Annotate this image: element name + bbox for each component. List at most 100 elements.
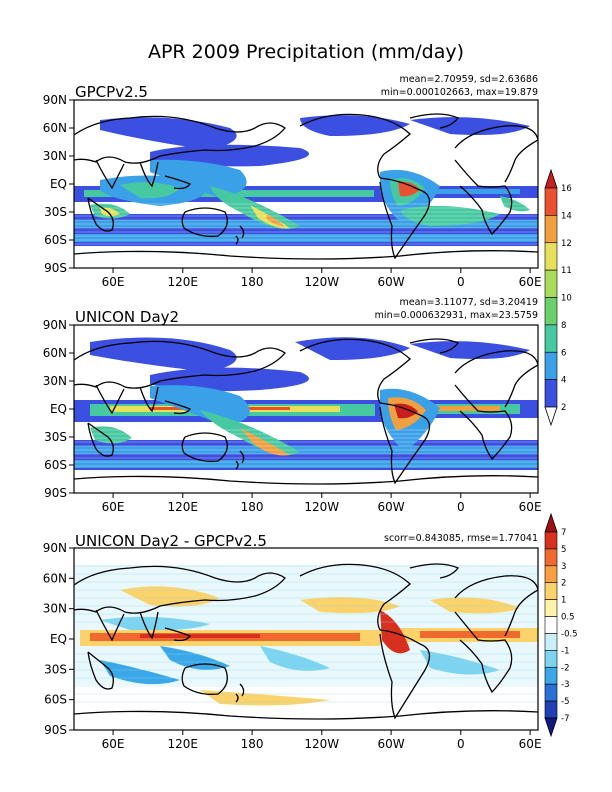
lat-label: 60S	[44, 693, 67, 707]
colorbar-label: -3	[561, 680, 569, 690]
lon-label: 120W	[304, 275, 339, 289]
lat-label: 30S	[44, 662, 67, 676]
coastlines	[74, 563, 538, 720]
colorbar-swatch	[544, 599, 558, 617]
latitude-striping	[74, 203, 538, 245]
colorbar-label: 3	[561, 562, 566, 572]
lat-label: 60S	[44, 233, 67, 247]
colorbar-swatch	[544, 269, 558, 298]
lon-label: 120W	[304, 500, 339, 514]
colorbar-label: -0.5	[561, 629, 578, 639]
colorbar-swatch	[544, 187, 558, 216]
lat-label: 60N	[43, 346, 67, 360]
lon-label: 0	[457, 275, 465, 289]
lon-label: 0	[457, 500, 465, 514]
colorbar-swatch	[544, 324, 558, 353]
lat-label: EQ	[50, 632, 67, 646]
lon-label: 60E	[519, 737, 542, 751]
colorbar-swatch	[544, 633, 558, 651]
colorbar-swatch	[544, 700, 558, 719]
lon-label: 60W	[378, 737, 405, 751]
lat-label: 90S	[44, 723, 67, 737]
lon-label: 60E	[519, 500, 542, 514]
colorbar-difference: 7 5 3 2 1 0.5 -0.5 -1 -2 -3 -5 -7	[544, 512, 578, 738]
lat-label: 30N	[43, 149, 67, 163]
colorbar-swatch	[544, 582, 558, 600]
colorbar-swatch	[544, 616, 558, 634]
colorbar-label: 10	[561, 294, 572, 304]
colorbar-cap-top	[544, 512, 558, 533]
latitude-striping	[74, 565, 538, 703]
colorbar-swatch	[544, 666, 558, 685]
stats-line-1: mean=2.70959, sd=2.63686	[400, 74, 538, 85]
precip-field	[74, 115, 538, 268]
colorbar-label: 2	[561, 579, 566, 589]
colorbar-label: 1	[561, 596, 566, 606]
panel-title: UNICON Day2 - GPCPv2.5	[75, 532, 267, 550]
panel-diff: UNICON Day2 - GPCPv2.5 scorr=0.843085, r…	[73, 532, 539, 731]
panel-unicon: UNICON Day2 mean=3.11077, sd=3.20419 min…	[73, 297, 539, 494]
figure-title: APR 2009 Precipitation (mm/day)	[148, 41, 464, 63]
lon-label: 180	[241, 275, 264, 289]
coastlines	[74, 113, 538, 260]
latitude-striping	[74, 429, 538, 467]
stats-line-1: scorr=0.843085, rmse=1.77041	[384, 533, 538, 544]
colorbar-swatch	[544, 650, 558, 668]
lon-label: 60W	[378, 500, 405, 514]
lon-label: 60E	[102, 275, 125, 289]
colorbar-swatch	[544, 297, 558, 326]
lon-label: 180	[241, 500, 264, 514]
colorbar-swatch	[544, 683, 558, 702]
stats-line-2: min=0.000632931, max=23.5759	[375, 310, 538, 321]
stats-line-1: mean=3.11077, sd=3.20419	[400, 297, 538, 308]
panel-title: UNICON Day2	[75, 308, 179, 326]
lon-label: 60E	[102, 737, 125, 751]
colorbar-label: 6	[561, 348, 566, 358]
lat-label: 60N	[43, 571, 67, 585]
lon-label: 120E	[168, 500, 199, 514]
lat-label: 30N	[43, 602, 67, 616]
lon-label: 120E	[168, 737, 199, 751]
lon-label: 180	[241, 737, 264, 751]
colorbar-precip: 16 14 12 11 10 8 6 4 2	[544, 168, 572, 427]
stats-line-2: min=0.000102663, max=19.879	[381, 87, 538, 98]
colorbar-cap-bottom	[544, 406, 558, 427]
lat-label: EQ	[50, 177, 67, 191]
lat-label: 30S	[44, 205, 67, 219]
lon-label: 60W	[378, 275, 405, 289]
colorbar-swatch	[544, 351, 558, 380]
lat-label: 90N	[43, 93, 67, 107]
colorbar-label: 4	[561, 376, 566, 386]
lat-label: 90N	[43, 318, 67, 332]
lon-label: 120E	[168, 275, 199, 289]
lat-label: 90S	[44, 261, 67, 275]
colorbar-label: 7	[561, 528, 566, 538]
colorbar-label: 5	[561, 545, 566, 555]
colorbar-label: -2	[561, 663, 569, 673]
lat-label: 90S	[44, 486, 67, 500]
colorbar-swatch	[544, 215, 558, 244]
colorbar-cap-bottom	[544, 717, 558, 738]
colorbar-label: 14	[561, 211, 572, 221]
colorbar-swatch	[544, 548, 558, 567]
colorbar-swatch	[544, 565, 558, 584]
colorbar-label: -7	[561, 714, 569, 724]
colorbar-label: 16	[561, 184, 572, 194]
colorbar-swatch	[544, 379, 558, 408]
colorbar-label: 0.5	[561, 613, 575, 623]
lat-label: 90N	[43, 541, 67, 555]
lat-label: EQ	[50, 402, 67, 416]
coastlines	[74, 338, 538, 485]
lat-label: 30N	[43, 374, 67, 388]
panel-title: GPCPv2.5	[75, 83, 148, 101]
lon-label: 0	[457, 737, 465, 751]
colorbar-cap-top	[544, 168, 558, 189]
panel-gpcp: GPCPv2.5 mean=2.70959, sd=2.63686 min=0.…	[73, 74, 539, 269]
lon-label: 120W	[304, 737, 339, 751]
map-axes: 90N 60N 30N EQ 30S 60S 90S 60E 120E 180 120W 60W 0 60…	[43, 93, 542, 751]
colorbar-swatch	[544, 242, 558, 271]
lat-label: 60S	[44, 458, 67, 472]
lon-label: 60E	[519, 275, 542, 289]
precip-field	[74, 337, 538, 493]
